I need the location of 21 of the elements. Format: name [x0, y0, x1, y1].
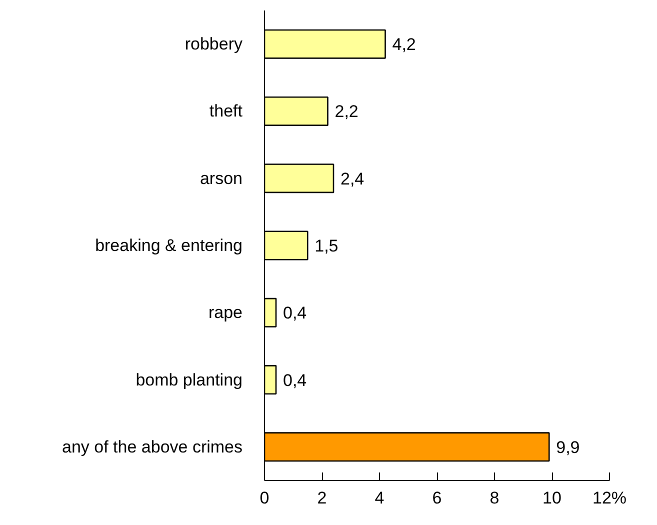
data-label: 0,4 [283, 370, 307, 390]
data-label: 4,2 [392, 35, 416, 54]
data-label: 0,4 [283, 304, 307, 323]
y-tick-label: any of the above crimes [62, 437, 242, 456]
data-label: 2,2 [334, 102, 358, 122]
x-tick-label: 8 [490, 488, 500, 508]
y-tick-label: breaking & entering [95, 236, 243, 255]
data-label: 9,9 [556, 438, 580, 457]
y-tick-label: rape [208, 303, 243, 322]
x-tick-label: 10 [542, 488, 562, 508]
x-tick-label: 0 [260, 488, 270, 508]
y-tick-label: arson [200, 168, 243, 188]
data-label: 2,4 [340, 169, 364, 188]
x-tick-label: 6 [432, 488, 442, 508]
data-label: 1,5 [314, 236, 338, 256]
x-tick-label: 2 [317, 488, 327, 508]
y-tick-label: bomb planting [136, 370, 243, 390]
y-tick-label: theft [209, 102, 243, 121]
x-tick-label: 4 [374, 488, 384, 508]
y-tick-label: robbery [184, 34, 243, 54]
x-tick-label: 12% [592, 488, 627, 508]
